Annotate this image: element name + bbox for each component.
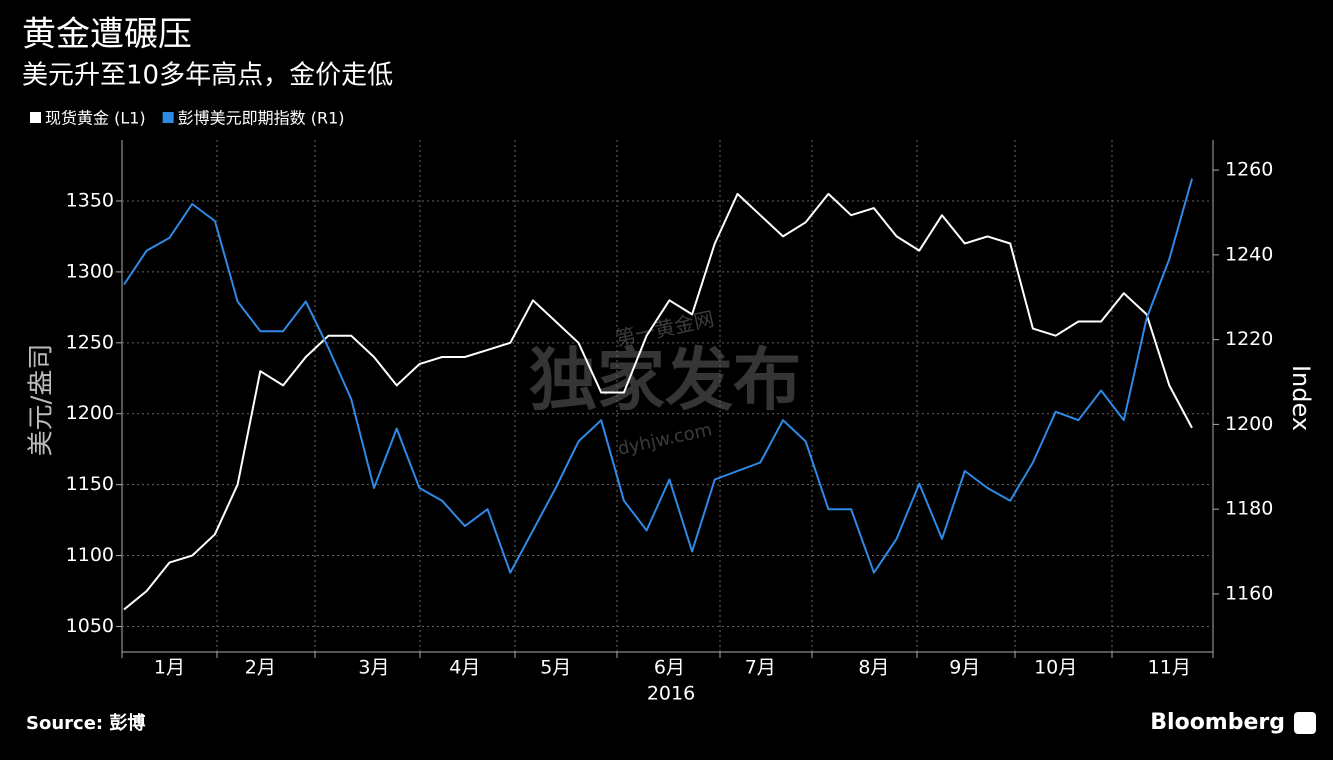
y-tick-label: 1150 — [66, 473, 114, 495]
y2-tick-label: 1260 — [1225, 159, 1273, 181]
x-tick-label: 10月 — [1034, 657, 1077, 679]
x-tick-label: 8月 — [858, 657, 889, 679]
x-tick-label: 7月 — [745, 657, 776, 679]
watermark-text: 独家发布 — [529, 342, 801, 421]
brand: Bloomberg — [1150, 710, 1285, 735]
y2-tick-label: 1160 — [1225, 582, 1273, 604]
source: Source: 彭博 — [26, 712, 145, 734]
y2-tick-label: 1220 — [1225, 328, 1273, 350]
y-tick-label: 1200 — [66, 402, 114, 424]
x-tick-label: 6月 — [654, 657, 685, 679]
x-tick-label: 11月 — [1148, 657, 1191, 679]
x-tick-label: 4月 — [449, 657, 480, 679]
chart-title: 黄金遭碾压 — [22, 15, 192, 55]
y2-tick-label: 1180 — [1225, 498, 1273, 520]
y-tick-label: 1300 — [66, 260, 114, 282]
x-tick-label: 9月 — [949, 657, 980, 679]
y-tick-label: 1250 — [66, 331, 114, 353]
watermark-text: dyhjw.com — [616, 419, 714, 459]
y2-tick-label: 1240 — [1225, 243, 1273, 265]
x-axis-label: 2016 — [647, 683, 695, 705]
y2-axis-label: Index — [1287, 365, 1315, 431]
watermark: 第一黄金网 独家发布 dyhjw.com — [529, 306, 801, 459]
y-tick-label: 1350 — [66, 189, 114, 211]
x-tick-label: 5月 — [540, 657, 571, 679]
legend-label: 彭博美元即期指数 (R1) — [178, 109, 345, 128]
y-tick-label: 1050 — [66, 615, 114, 637]
x-tick-label: 2月 — [245, 657, 276, 679]
series-line — [123, 178, 1193, 574]
series-line — [123, 192, 1193, 611]
brand-icon — [1294, 712, 1316, 734]
y2-tick-label: 1200 — [1225, 413, 1273, 435]
legend-label: 现货黄金 (L1) — [45, 109, 146, 128]
x-tick-label: 1月 — [154, 657, 185, 679]
chart-subtitle: 美元升至10多年高点，金价走低 — [22, 61, 393, 91]
y-tick-label: 1100 — [66, 544, 114, 566]
y-axis-label: 美元/盎司 — [27, 344, 57, 457]
legend-swatch — [30, 112, 41, 123]
legend-swatch — [162, 112, 174, 123]
x-tick-label: 3月 — [358, 657, 389, 679]
